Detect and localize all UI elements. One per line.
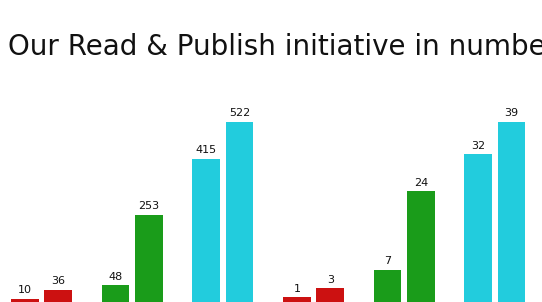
Text: 3: 3 [327, 275, 334, 284]
Bar [464, 154, 492, 302]
Text: 24: 24 [414, 178, 428, 188]
Bar [192, 159, 220, 302]
Text: Our Read & Publish initiative in numbers: Our Read & Publish initiative in numbers [8, 33, 542, 61]
Text: 32: 32 [471, 141, 485, 151]
Text: 36: 36 [51, 276, 65, 286]
Text: Number of participating
institutions: Number of participating institutions [7, 92, 206, 126]
Text: 253: 253 [138, 201, 159, 211]
Text: 39: 39 [505, 108, 519, 118]
Bar [374, 270, 402, 302]
Bar [407, 191, 435, 302]
Bar [225, 122, 253, 302]
Text: 415: 415 [196, 145, 217, 155]
Bar [135, 215, 163, 302]
Bar [102, 285, 130, 302]
Bar [498, 122, 525, 302]
Bar [44, 290, 72, 302]
Text: 10: 10 [18, 285, 32, 295]
Text: Number of countries: Number of countries [279, 92, 449, 107]
Text: 1: 1 [294, 284, 301, 294]
Bar [11, 299, 39, 302]
Text: 522: 522 [229, 108, 250, 118]
Text: 48: 48 [108, 272, 122, 282]
Text: 7: 7 [384, 256, 391, 266]
Bar [317, 288, 344, 302]
Bar [283, 297, 311, 302]
